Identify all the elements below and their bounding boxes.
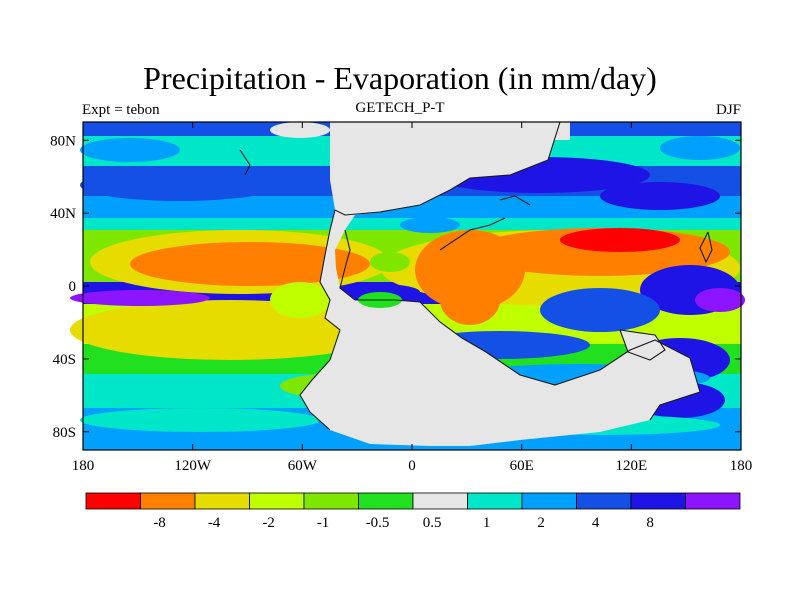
y-tick-label: 80S	[53, 425, 76, 441]
x-tick-label: 60E	[510, 458, 534, 474]
colorbar-swatch	[249, 492, 305, 510]
colorbar-swatch	[630, 492, 686, 510]
colorbar-swatch	[140, 492, 196, 510]
colorbar-label: -0.5	[366, 515, 390, 531]
colorbar-label: -2	[262, 515, 275, 531]
colorbar-label: -4	[208, 515, 221, 531]
y-tick-label: 40S	[53, 352, 76, 368]
y-axis-labels: 80N 40N 0 40S 80S	[50, 133, 77, 441]
x-tick-label: 180	[72, 458, 95, 474]
colorbar-label: -8	[153, 515, 166, 531]
colorbar-swatch	[685, 492, 741, 510]
experiment-label: Expt = tebon	[82, 102, 160, 118]
colorbar-swatch	[412, 492, 468, 510]
colorbar-labels: -8 -4 -2 -1 -0.5 0.5 1 2 4 8	[153, 515, 654, 531]
dataset-label: GETECH_P-T	[355, 100, 445, 116]
axis-ticks	[82, 122, 742, 450]
y-tick-label: 40N	[50, 206, 76, 222]
map-title: Precipitation - Evaporation (in mm/day)	[143, 60, 657, 96]
colorbar	[85, 492, 741, 510]
colorbar-swatch	[85, 492, 141, 510]
colorbar-label: 1	[483, 515, 491, 531]
y-tick-label: 80N	[50, 133, 76, 149]
x-tick-label: 120E	[615, 458, 647, 474]
colorbar-swatch	[194, 492, 250, 510]
colorbar-label: 0.5	[423, 515, 442, 531]
y-tick-label: 0	[69, 279, 77, 295]
x-tick-label: 0	[408, 458, 416, 474]
colorbar-swatch	[467, 492, 523, 510]
colorbar-label: -1	[317, 515, 330, 531]
season-label: DJF	[715, 102, 741, 118]
colorbar-swatch	[303, 492, 359, 510]
colorbar-swatch	[358, 492, 414, 510]
colorbar-swatch	[576, 492, 632, 510]
x-tick-label: 60W	[288, 458, 318, 474]
colorbar-label: 2	[537, 515, 545, 531]
coastlines	[239, 121, 713, 431]
pme-field	[70, 122, 745, 450]
x-tick-label: 180	[730, 458, 753, 474]
colorbar-swatch	[521, 492, 577, 510]
colorbar-label: 8	[646, 515, 654, 531]
x-axis-labels: 180 120W 60W 0 60E 120E 180	[72, 458, 753, 474]
x-tick-label: 120W	[174, 458, 212, 474]
colorbar-label: 4	[592, 515, 600, 531]
